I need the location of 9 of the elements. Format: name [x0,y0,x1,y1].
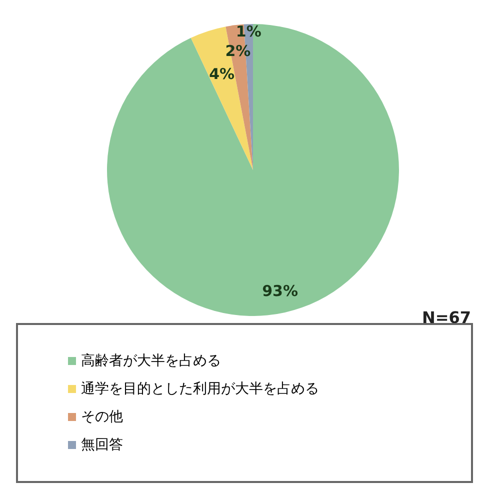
data-label: 4% [209,65,235,84]
legend-label: 無回答 [81,436,123,454]
legend-label: その他 [81,408,123,426]
data-label: 93% [262,282,298,300]
legend-label: 高齢者が大半を占める [81,352,221,370]
legend-label: 通学を目的とした利用が大半を占める [81,380,319,398]
text: N=67 [422,308,471,327]
pie-slice [107,24,399,316]
data-label: 2% [225,42,251,60]
